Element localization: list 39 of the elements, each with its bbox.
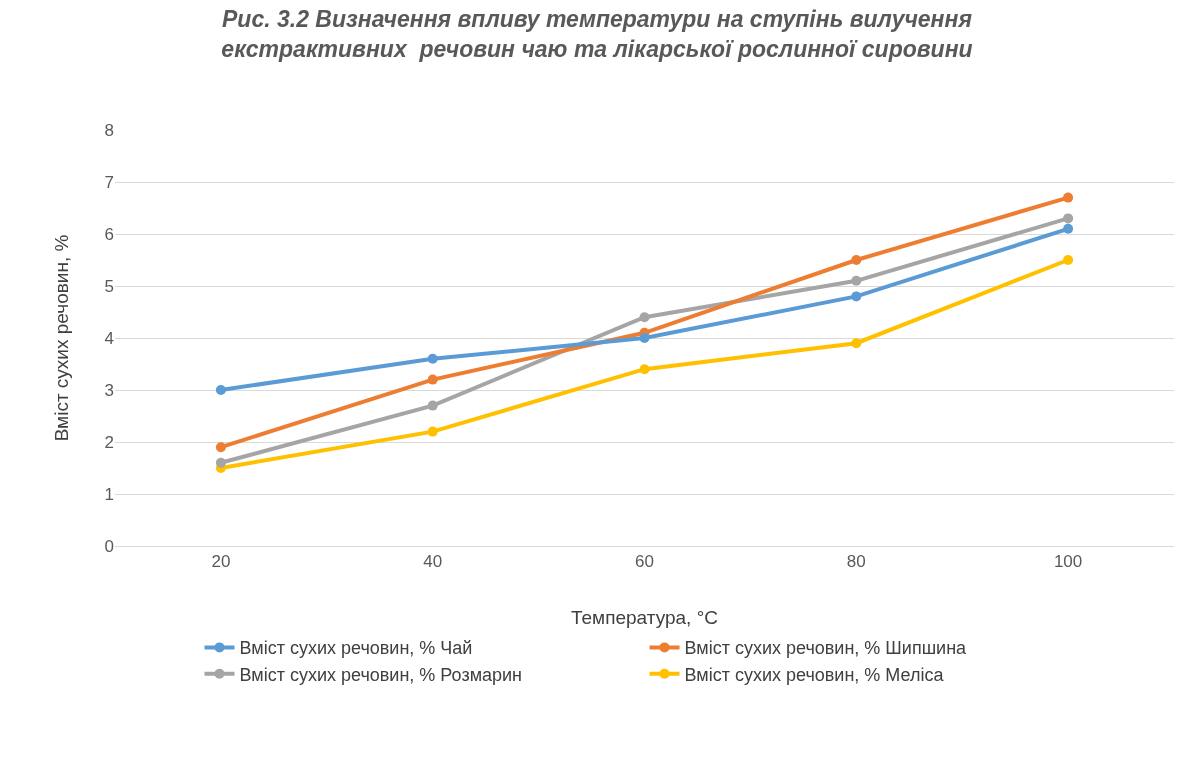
y-tick-label: 3 — [104, 380, 114, 400]
x-tick-label: 80 — [846, 552, 866, 572]
y-tick-label: 7 — [104, 172, 114, 192]
point — [215, 457, 226, 468]
y-tick-label: 8 — [104, 120, 114, 140]
point — [639, 333, 650, 343]
point — [1063, 223, 1074, 234]
point — [851, 255, 862, 265]
x-tick-label: 20 — [211, 552, 231, 572]
x-tick-label: 100 — [1053, 552, 1083, 572]
y-tick-label: 6 — [104, 224, 114, 244]
y-tick-label: 0 — [104, 536, 114, 556]
point — [639, 312, 650, 323]
point — [1063, 213, 1074, 224]
y-tick-label: 1 — [104, 484, 114, 504]
point — [427, 353, 438, 364]
y-tick-label: 5 — [104, 276, 114, 296]
point — [639, 364, 650, 375]
point — [851, 338, 862, 349]
y-tick-label: 2 — [104, 432, 114, 452]
legend-label: Вміст сухих речовин, % Чай — [239, 638, 473, 659]
point — [1063, 255, 1074, 265]
point — [851, 275, 862, 286]
point — [851, 291, 862, 302]
chart-title: Рис. 3.2 Визначення впливу температури на ступінь вилучення екстрактивних речовин чаю та лікарської рослинної сировини — [221, 5, 973, 62]
y-axis-title: Вміст сухих речовин, % — [51, 234, 73, 442]
legend-label: Вміст сухих речовин, % Шипшина — [684, 638, 968, 659]
point — [1063, 192, 1074, 203]
x-tick-label: 40 — [423, 552, 443, 572]
y-tick-label: 4 — [104, 328, 114, 348]
point — [427, 400, 438, 411]
legend-label: Вміст сухих речовин, % Меліса — [684, 664, 945, 685]
point — [427, 374, 438, 385]
x-tick-label: 60 — [635, 552, 654, 572]
point — [215, 385, 226, 395]
point — [427, 426, 438, 437]
legend-label: Вміст сухих речовин, % Розмарин — [239, 664, 523, 685]
x-axis-title: Температура, °C — [571, 607, 718, 629]
point — [215, 442, 226, 453]
